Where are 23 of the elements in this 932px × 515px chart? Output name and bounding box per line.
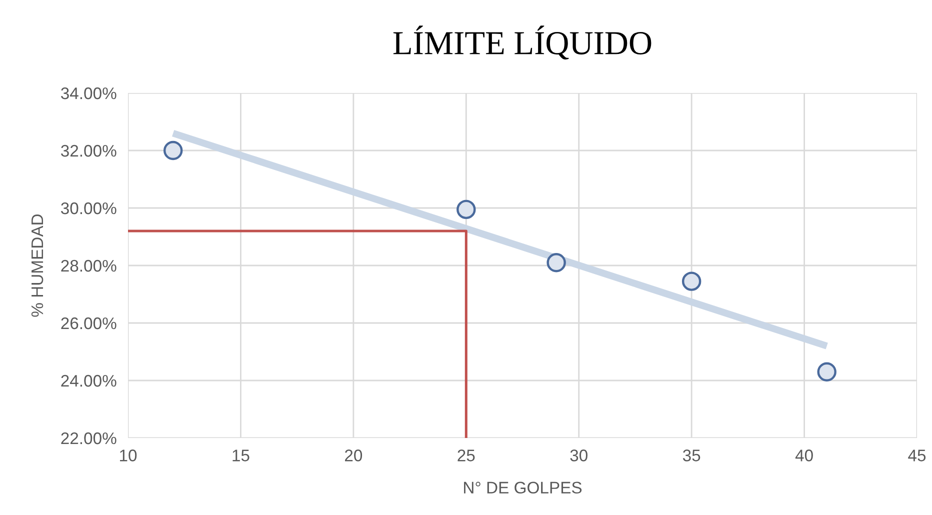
- x-tick-label: 45: [908, 450, 926, 462]
- y-tick-label: 28.00%: [61, 260, 116, 272]
- x-tick-label: 40: [795, 450, 813, 462]
- point: [456, 200, 476, 220]
- x-tick-label: 35: [682, 450, 700, 462]
- y-tick-label: 22.00%: [61, 432, 116, 444]
- chart-title: LÍMITE LÍQUIDO: [393, 26, 652, 60]
- y-tick-label: 32.00%: [61, 144, 116, 157]
- point: [817, 362, 836, 382]
- x-tick-label: 15: [232, 450, 250, 462]
- y-tick-label: 34.00%: [61, 87, 116, 100]
- point: [682, 272, 702, 291]
- y-tick-label: 24.00%: [61, 374, 116, 387]
- y-tick-label: 26.00%: [61, 317, 116, 330]
- y-tick-label: 30.00%: [61, 202, 116, 214]
- y-axis-title: % HUMEDAD: [31, 214, 44, 317]
- x-axis-title: N° DE GOLPES: [464, 482, 582, 494]
- x-tick-label: 10: [120, 450, 137, 462]
- x-tick-label: 20: [345, 450, 362, 462]
- point: [163, 140, 183, 160]
- x-tick-label: 30: [570, 450, 588, 462]
- point: [546, 253, 566, 272]
- x-tick-label: 25: [458, 450, 475, 462]
